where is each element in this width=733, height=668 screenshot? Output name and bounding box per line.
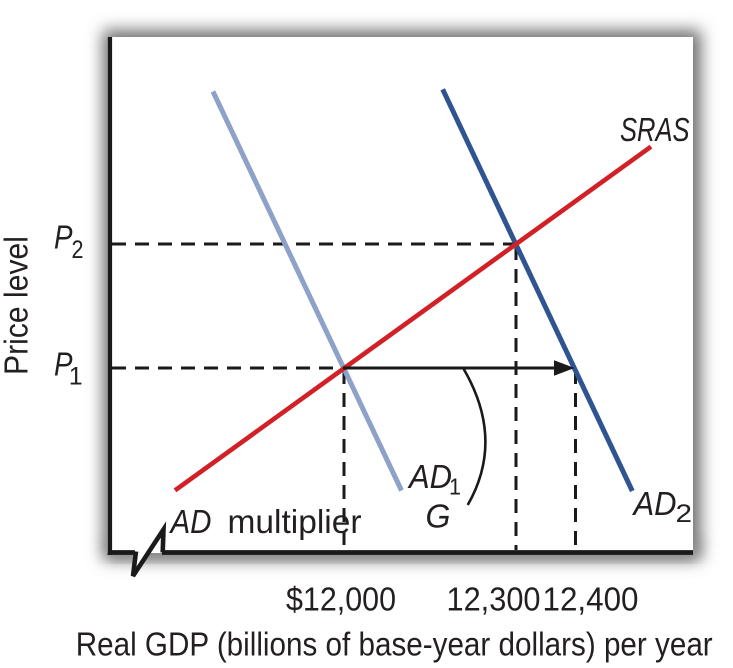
svg-text:12,400: 12,400 <box>543 580 639 617</box>
svg-text:P: P <box>54 346 73 383</box>
svg-text:12,300: 12,300 <box>447 580 541 617</box>
svg-text:1: 1 <box>69 363 83 391</box>
svg-text:SRAS: SRAS <box>620 111 690 148</box>
svg-text:$12,000: $12,000 <box>286 580 396 617</box>
svg-text:AD: AD <box>632 485 677 522</box>
svg-text:P: P <box>54 218 73 255</box>
svg-text:2: 2 <box>72 236 84 264</box>
svg-text:Price level: Price level <box>0 236 35 375</box>
svg-text:G: G <box>426 498 451 535</box>
svg-text:multiplier: multiplier <box>228 503 362 540</box>
svg-text:AD: AD <box>169 503 212 540</box>
svg-text:2: 2 <box>676 500 693 528</box>
svg-text:AD: AD <box>407 458 452 495</box>
svg-text:1: 1 <box>449 474 461 500</box>
svg-text:Real GDP (billions of base-yea: Real GDP (billions of base-year dollars)… <box>76 625 713 662</box>
